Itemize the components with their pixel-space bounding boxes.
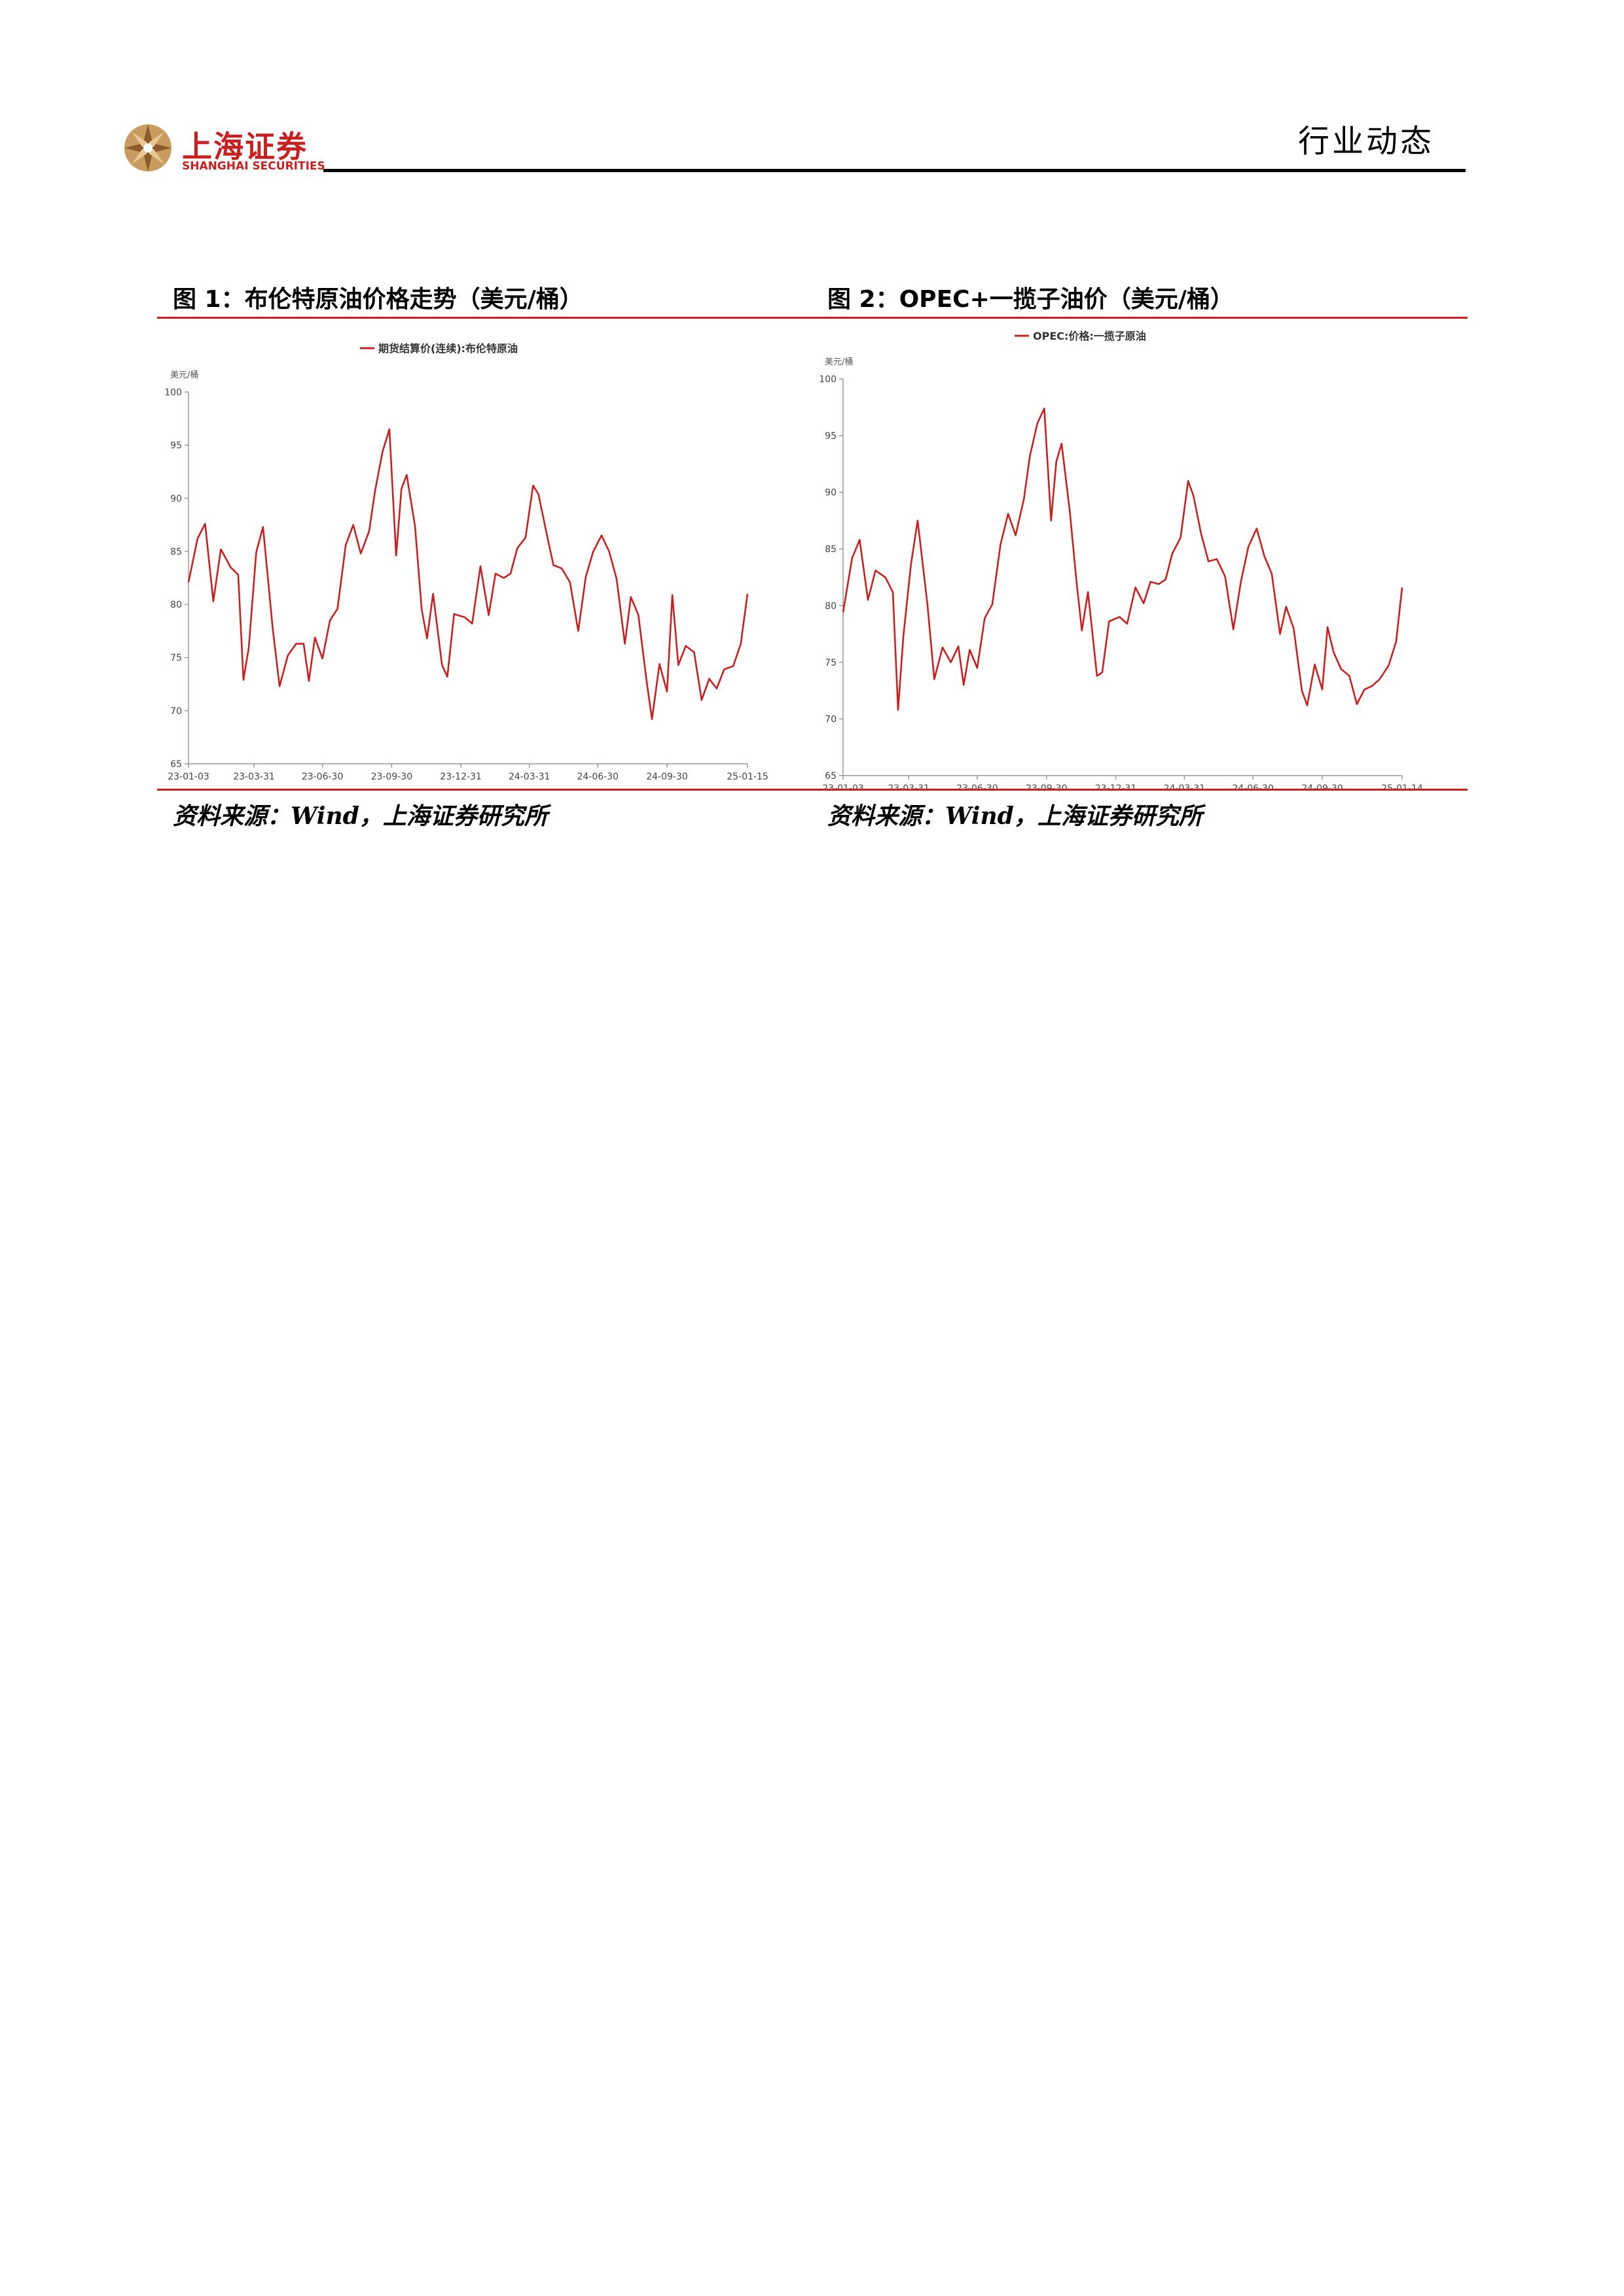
x-tick-label: 24-03-31 (509, 772, 550, 782)
figure-panel-2: 图 2：OPEC+一揽子油价（美元/桶） OPEC:价格:一揽子原油美元/桶 65… (812, 283, 1468, 831)
logo-emblem-icon (124, 124, 171, 171)
company-logo: 上海证券 SHANGHAI SECURITIES (123, 123, 325, 178)
x-tick-label: 25-01-15 (727, 772, 768, 782)
y-tick-label: 80 (170, 600, 182, 611)
x-tick-label: 24-09-30 (646, 772, 688, 782)
x-tick-label: 23-06-30 (956, 783, 998, 789)
legend-label: 期货结算价(连续):布伦特原油 (378, 342, 518, 355)
legend-label: OPEC:价格:一揽子原油 (1033, 330, 1146, 342)
figure-panel-1: 图 1：布伦特原油价格走势（美元/桶） 期货结算价(连续):布伦特原油美元/桶 6… (157, 283, 813, 831)
x-tick-label: 23-06-30 (302, 772, 344, 782)
y-tick-label: 65 (170, 759, 182, 770)
logo-chinese-name: 上海证券 (182, 129, 308, 164)
y-tick-label: 85 (825, 545, 837, 555)
y-axis-unit-label: 美元/桶 (825, 357, 853, 367)
y-tick-label: 70 (170, 706, 182, 717)
section-label: 行业动态 (1297, 123, 1434, 160)
y-tick-label: 65 (825, 771, 837, 781)
x-tick-label: 23-09-30 (371, 772, 413, 782)
series-line (187, 428, 749, 721)
x-tick-label: 23-03-31 (888, 783, 929, 789)
y-tick-label: 80 (825, 601, 837, 611)
figure-1-source: 资料来源：Wind，上海证券研究所 (173, 802, 548, 830)
figure-1-title-rule (157, 317, 813, 319)
y-tick-label: 95 (170, 440, 182, 451)
figure-1-chart: 期货结算价(连续):布伦特原油美元/桶 65 70 75 80 85 90 95 100 23-0… (157, 319, 813, 789)
x-tick-label: 23-12-31 (1095, 783, 1137, 789)
x-tick-label: 24-06-30 (577, 772, 619, 782)
x-tick-label: 23-01-03 (822, 783, 864, 789)
x-tick-label: 25-01-14 (1381, 783, 1423, 789)
figure-1-title: 图 1：布伦特原油价格走势（美元/桶） (173, 286, 583, 313)
figure-2-source: 资料来源：Wind，上海证券研究所 (827, 802, 1202, 830)
legend: 期货结算价(连续):布伦特原油 (360, 342, 518, 355)
x-tick-label: 23-12-31 (440, 772, 482, 782)
series-line (842, 407, 1403, 711)
figure-2-title: 图 2：OPEC+一揽子油价（美元/桶） (827, 286, 1234, 313)
x-tick-label: 24-09-30 (1301, 783, 1343, 789)
y-axis-unit-label: 美元/桶 (170, 370, 198, 380)
y-tick-label: 75 (825, 658, 837, 668)
figure-2-bottom-rule (812, 789, 1468, 791)
y-tick-label: 90 (825, 488, 837, 498)
header-divider (323, 169, 1466, 172)
figure-2-title-rule (812, 317, 1468, 319)
figure-2-chart: OPEC:价格:一揽子原油美元/桶 65 70 75 80 85 90 95 100 23-01-… (812, 319, 1468, 789)
y-tick-label: 75 (170, 653, 182, 664)
logo-english-name: SHANGHAI SECURITIES (182, 160, 325, 173)
y-tick-label: 100 (819, 374, 837, 385)
x-tick-label: 24-03-31 (1164, 783, 1206, 789)
legend: OPEC:价格:一揽子原油 (1015, 330, 1146, 342)
y-tick-label: 70 (825, 714, 837, 725)
y-tick-label: 85 (170, 547, 182, 557)
y-tick-label: 95 (825, 431, 837, 442)
x-tick-label: 23-03-31 (233, 772, 275, 782)
y-tick-label: 90 (170, 493, 182, 504)
x-tick-label: 23-09-30 (1026, 783, 1068, 789)
x-tick-label: 23-01-03 (168, 772, 209, 782)
figure-1-bottom-rule (157, 789, 813, 791)
y-tick-label: 100 (164, 387, 182, 398)
x-tick-label: 24-06-30 (1232, 783, 1274, 789)
